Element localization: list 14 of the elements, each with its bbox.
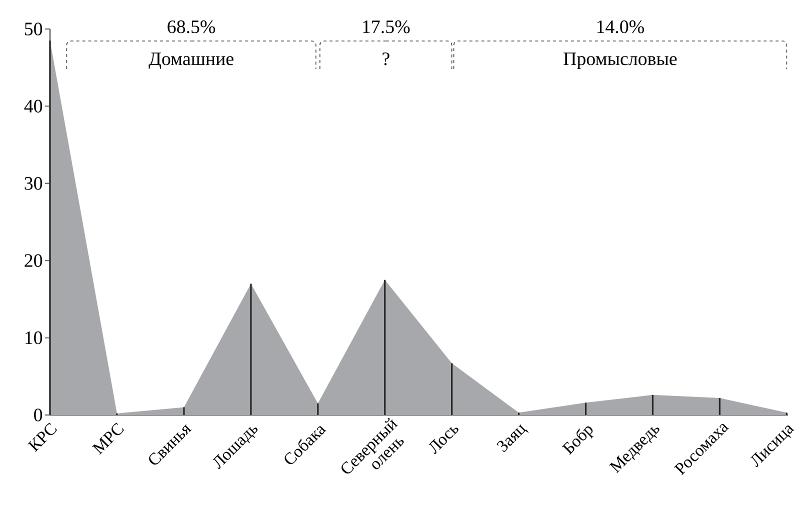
annotation: 17.5% bbox=[363, 20, 410, 34]
y-tick-label: 0 bbox=[34, 408, 42, 422]
y-tick-label: 20 bbox=[24, 254, 42, 267]
y-tick-label: 30 bbox=[24, 177, 42, 190]
annotation: ? bbox=[382, 52, 390, 66]
y-tick-label: 10 bbox=[26, 331, 42, 344]
annotation: 14.0% bbox=[597, 20, 644, 34]
x-tick-label: Заяц bbox=[496, 424, 529, 452]
annotation: Промысловые bbox=[564, 52, 677, 70]
y-tick-label: 40 bbox=[24, 100, 42, 113]
annotation: 68.5% bbox=[168, 20, 216, 34]
x-tick-label: Лось bbox=[428, 426, 458, 454]
y-tick-label: 50 bbox=[24, 22, 42, 36]
annotation: Домашние bbox=[148, 52, 234, 70]
